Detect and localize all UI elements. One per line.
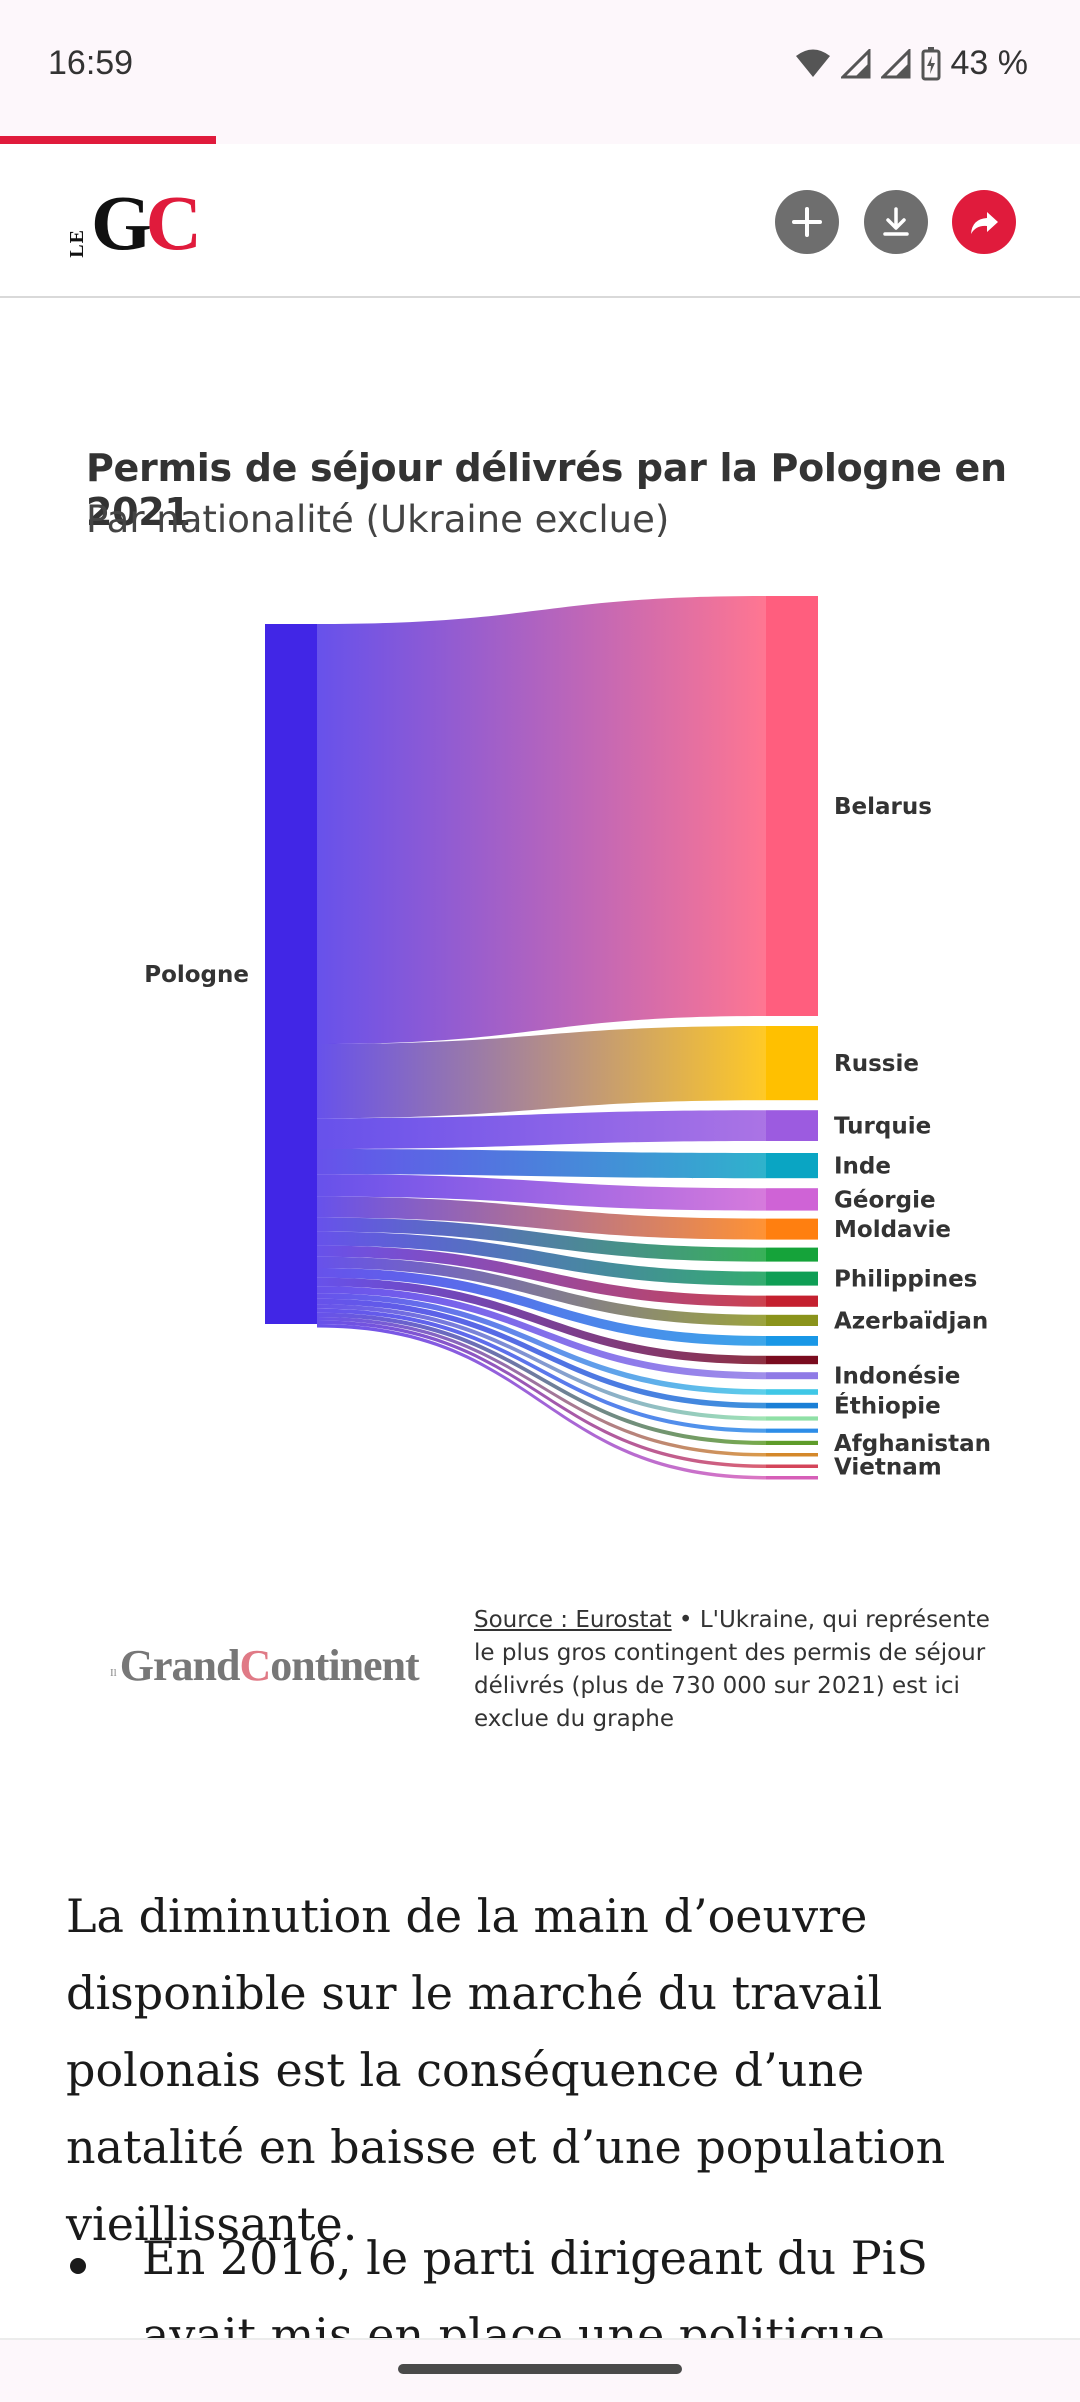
logo-le: LE bbox=[66, 229, 88, 258]
brand-name-a: Grand bbox=[119, 1641, 241, 1690]
grand-continent-logo[interactable]: Il GrandContinent bbox=[110, 1640, 420, 1691]
sankey-chart: Pologne Belarus Russie Turquie Inde Géorgie Mo… bbox=[144, 596, 991, 1480]
target-node-6 bbox=[766, 1247, 818, 1262]
source-link[interactable]: Source : Eurostat bbox=[474, 1607, 672, 1633]
target-node-20 bbox=[766, 1476, 818, 1480]
flow-band-5 bbox=[317, 1196, 766, 1240]
plus-icon bbox=[792, 207, 822, 237]
target-label-4: Géorgie bbox=[834, 1187, 936, 1213]
share-button[interactable] bbox=[952, 190, 1016, 254]
target-label-0: Belarus bbox=[834, 794, 932, 820]
target-label-7: Philippines bbox=[834, 1267, 977, 1293]
target-node-14 bbox=[766, 1402, 818, 1409]
bullet-list-item: En 2016, le parti dirigeant du PiS avait… bbox=[66, 2220, 1026, 2338]
flow-band-13 bbox=[317, 1293, 766, 1395]
bullet-text: En 2016, le parti dirigeant du PiS avait… bbox=[142, 2231, 928, 2338]
target-label-3: Inde bbox=[834, 1154, 891, 1180]
target-node-1 bbox=[766, 1026, 818, 1101]
brand-prefix: Il bbox=[110, 1667, 117, 1679]
status-bar: 16:59 43 % bbox=[0, 0, 1080, 136]
flow-band-17 bbox=[317, 1312, 766, 1445]
target-node-2 bbox=[766, 1110, 818, 1141]
logo-c: C bbox=[145, 179, 203, 266]
target-node-11 bbox=[766, 1355, 818, 1365]
flow-band-2 bbox=[317, 1110, 766, 1149]
target-node-0 bbox=[766, 596, 818, 1016]
battery-percent: 43 % bbox=[950, 44, 1029, 82]
target-node-19 bbox=[766, 1464, 818, 1468]
flow-band-3 bbox=[317, 1149, 766, 1179]
target-label-9: Azerbaïdjan bbox=[834, 1308, 988, 1334]
signal-icon bbox=[840, 48, 870, 78]
flow-band-16 bbox=[317, 1308, 766, 1433]
target-label-2: Turquie bbox=[834, 1114, 931, 1140]
wifi-icon bbox=[795, 49, 830, 77]
chart-subtitle: Par nationalité (Ukraine exclue) bbox=[86, 498, 670, 541]
battery-icon bbox=[921, 46, 940, 80]
status-icons: 43 % bbox=[795, 44, 1029, 83]
target-label-17: Afghanistan bbox=[834, 1431, 991, 1457]
flow-band-0 bbox=[317, 596, 766, 1044]
target-label-12: Indonésie bbox=[834, 1364, 960, 1390]
note-text: • L'Ukraine, qui représente le plus gros… bbox=[474, 1607, 990, 1732]
target-node-8 bbox=[766, 1295, 818, 1307]
reading-progress-bar bbox=[0, 136, 1080, 144]
target-node-7 bbox=[766, 1271, 818, 1286]
target-node-5 bbox=[766, 1218, 818, 1240]
status-time: 16:59 bbox=[48, 44, 134, 82]
flow-band-11 bbox=[317, 1277, 766, 1365]
target-node-18 bbox=[766, 1453, 818, 1457]
flow-band-1 bbox=[317, 1026, 766, 1119]
target-label-1: Russie bbox=[834, 1051, 919, 1077]
target-node-12 bbox=[766, 1372, 818, 1380]
reading-progress-fill bbox=[0, 136, 216, 144]
flow-band-18 bbox=[317, 1317, 766, 1457]
add-button[interactable] bbox=[775, 190, 839, 254]
app-header: LE G C bbox=[0, 144, 1080, 298]
brand-name-c: C bbox=[239, 1641, 271, 1690]
target-node-9 bbox=[766, 1314, 818, 1326]
target-node-13 bbox=[766, 1389, 818, 1395]
flow-band-7 bbox=[317, 1231, 766, 1286]
flow-band-10 bbox=[317, 1268, 766, 1346]
target-node-17 bbox=[766, 1440, 818, 1445]
flow-band-15 bbox=[317, 1304, 766, 1421]
flow-band-9 bbox=[317, 1256, 766, 1326]
target-node-10 bbox=[766, 1336, 818, 1346]
target-node-3 bbox=[766, 1153, 818, 1179]
logo-g: G bbox=[91, 179, 152, 266]
target-label-5: Moldavie bbox=[834, 1217, 951, 1243]
bullet-dot bbox=[70, 2258, 86, 2274]
chart-note: Source : Eurostat • L'Ukraine, qui repré… bbox=[474, 1604, 1014, 1736]
gesture-handle[interactable] bbox=[398, 2364, 682, 2374]
signal-icon-2 bbox=[880, 48, 910, 78]
le-gc-logo[interactable]: LE G C bbox=[66, 179, 203, 266]
flow-band-8 bbox=[317, 1245, 766, 1307]
flow-band-14 bbox=[317, 1298, 766, 1409]
download-button[interactable] bbox=[864, 190, 928, 254]
target-node-15 bbox=[766, 1416, 818, 1421]
flow-band-6 bbox=[317, 1217, 766, 1262]
brand-name-b: ontinent bbox=[270, 1641, 419, 1690]
flow-band-19 bbox=[317, 1320, 766, 1468]
source-node-pologne bbox=[265, 624, 317, 1324]
target-node-4 bbox=[766, 1188, 818, 1211]
navigation-bar bbox=[0, 2338, 1080, 2402]
article-paragraph: La diminution de la main d’oeuvre dispon… bbox=[66, 1889, 946, 2251]
chart-title: Permis de séjour délivrés par la Pologne… bbox=[86, 446, 1007, 534]
brand-name: GrandContinent bbox=[119, 1640, 420, 1691]
flow-band-12 bbox=[317, 1286, 766, 1380]
target-label-19: Vietnam bbox=[834, 1454, 942, 1480]
flow-band-20 bbox=[317, 1324, 766, 1480]
target-label-14: Éthiopie bbox=[834, 1392, 941, 1420]
flow-band-4 bbox=[317, 1174, 766, 1211]
source-label: Pologne bbox=[144, 962, 249, 988]
target-node-16 bbox=[766, 1428, 818, 1433]
share-icon bbox=[971, 212, 998, 234]
download-icon bbox=[883, 207, 909, 236]
